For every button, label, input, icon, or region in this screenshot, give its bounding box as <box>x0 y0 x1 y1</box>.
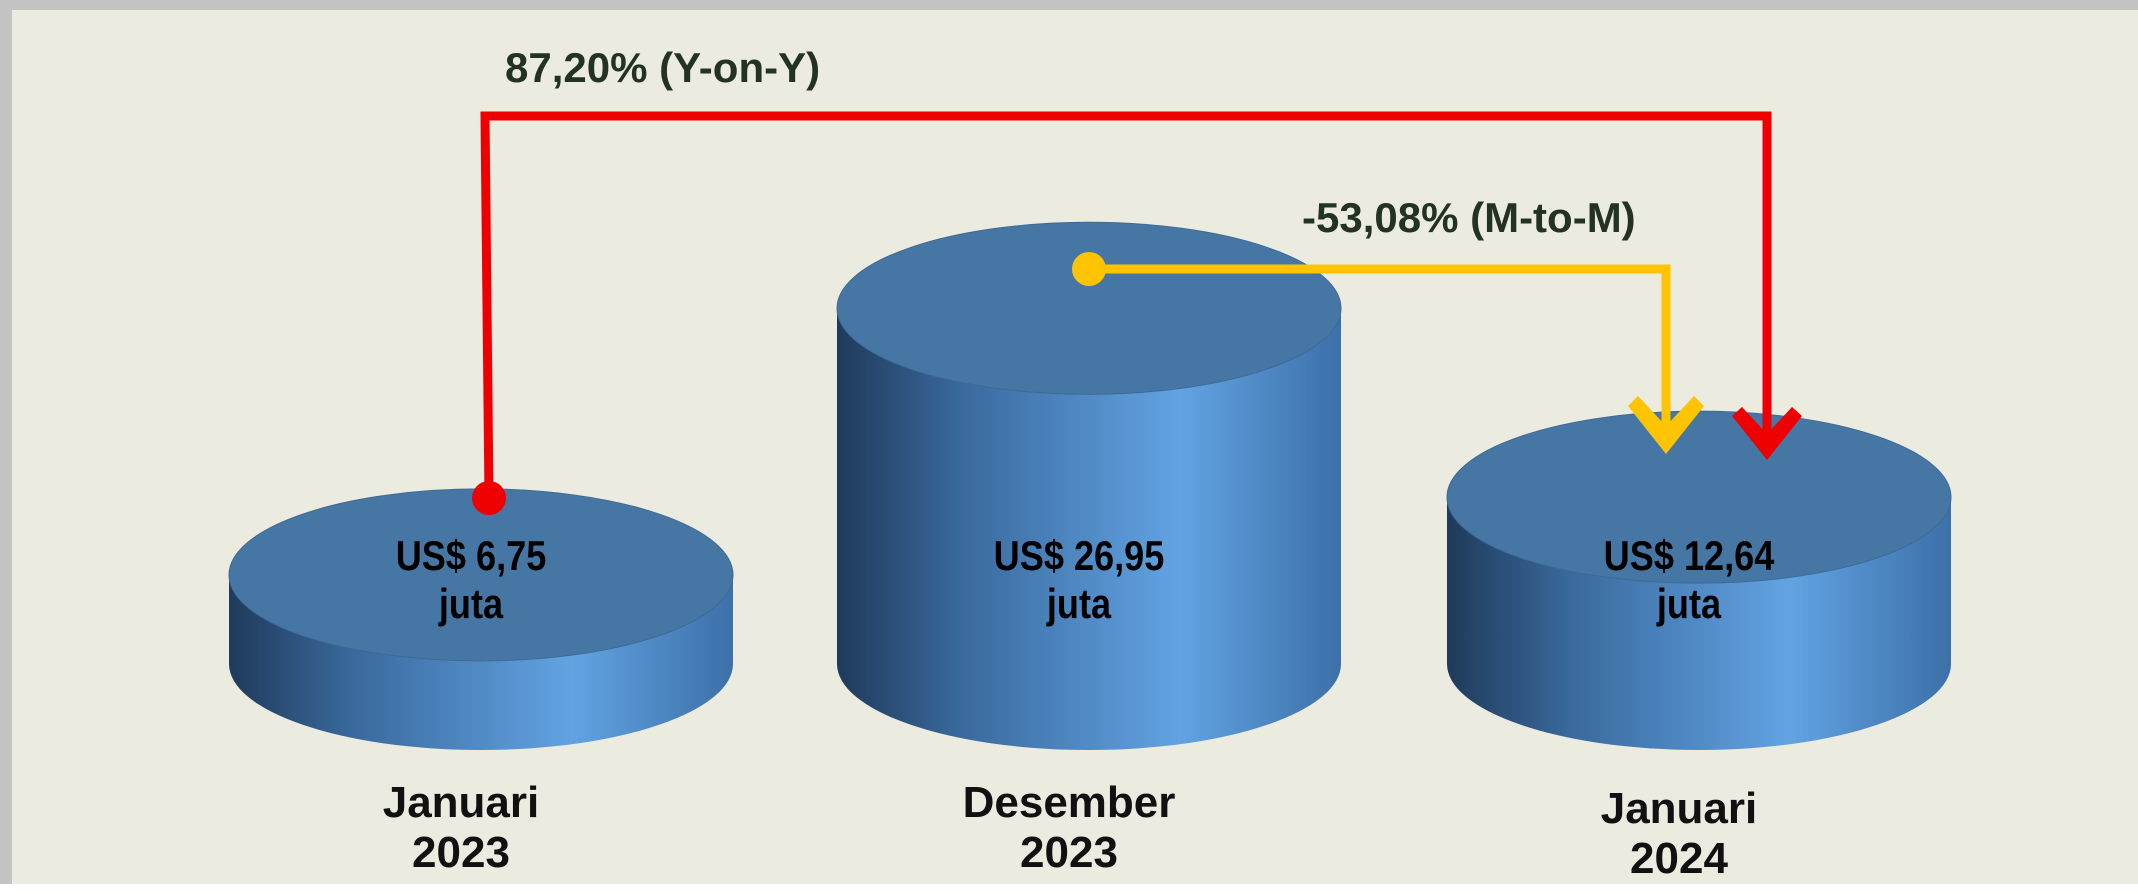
category-label: Desember 2023 <box>962 777 1176 878</box>
mtm-connector <box>1089 264 1671 430</box>
mtm-annotation: -53,08% (M-to-M) <box>1302 194 1636 241</box>
value-label: US$ 6,75 juta <box>395 531 547 627</box>
category-label: Januari 2024 <box>1600 783 1758 884</box>
yoy-dot <box>472 481 506 515</box>
value-label: US$ 12,64 juta <box>1603 531 1775 627</box>
value-label: US$ 26,95 juta <box>993 531 1165 627</box>
yoy-annotation: 87,20% (Y-on-Y) <box>505 44 821 91</box>
chart-canvas <box>228 111 1952 750</box>
yoy-arrow <box>472 111 1802 515</box>
cylinders <box>228 221 1952 750</box>
cylinder-top <box>836 221 1342 395</box>
mtm-dot <box>1072 252 1106 286</box>
yoy-connector <box>480 111 1772 499</box>
cylinder-body <box>837 308 1341 750</box>
yoy-arrowhead <box>1732 407 1802 460</box>
mtm-arrowhead <box>1628 396 1704 454</box>
category-label: Januari 2023 <box>382 777 540 878</box>
mtm-arrow <box>1072 252 1704 454</box>
